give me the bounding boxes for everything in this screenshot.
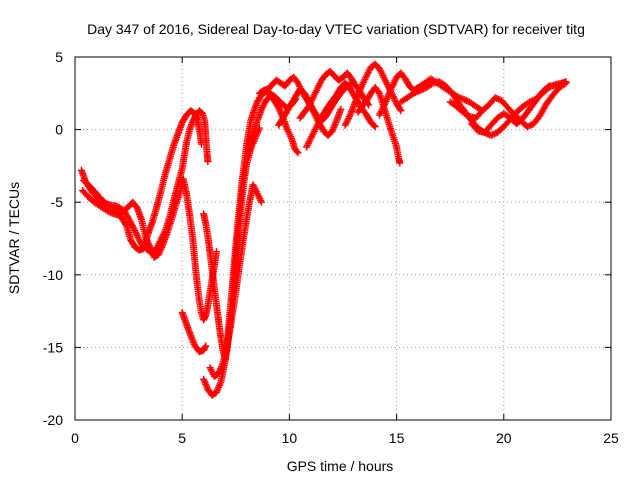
chart-title: Day 347 of 2016, Sidereal Day-to-day VTE…: [87, 21, 585, 37]
y-tick-label: -10: [43, 267, 63, 283]
data-marker-plus: [79, 107, 205, 254]
x-tick-label: 15: [389, 430, 405, 446]
data-marker-plus: [178, 309, 210, 356]
series-trace: [79, 107, 205, 254]
data-marker-plus: [80, 175, 220, 324]
y-axis-label: SDTVAR / TECUs: [6, 182, 22, 294]
data-marker-plus: [206, 181, 265, 380]
x-tick-label: 25: [603, 430, 619, 446]
x-tick-label: 0: [71, 430, 79, 446]
plot-frame: [74, 56, 612, 421]
series-trace: [80, 175, 220, 324]
y-tick-label: -15: [43, 339, 63, 355]
series-trace: [206, 181, 265, 380]
y-tick-label: 0: [55, 122, 63, 138]
x-axis-label: GPS time / hours: [287, 458, 394, 474]
y-tick-label: -20: [43, 412, 63, 428]
x-tick-label: 10: [282, 430, 298, 446]
series-trace: [296, 68, 373, 122]
y-tick-label: -5: [51, 194, 64, 210]
series-trace: [468, 81, 566, 136]
data-points: [77, 60, 570, 399]
data-marker-plus: [296, 68, 373, 122]
y-tick-label: 5: [55, 49, 63, 65]
data-marker-plus: [468, 81, 566, 136]
y-axis-ticks: -20 -15 -10 -5 0 5: [43, 49, 611, 428]
x-tick-label: 5: [178, 430, 186, 446]
x-axis-ticks: 0 5 10 15 20 25: [71, 57, 619, 446]
x-tick-label: 20: [496, 430, 512, 446]
series-trace: [178, 309, 210, 356]
data-marker-plus: [303, 79, 379, 151]
series-trace: [303, 79, 379, 151]
